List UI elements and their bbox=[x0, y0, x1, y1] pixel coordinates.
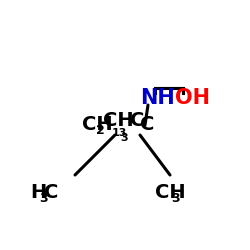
Text: CH: CH bbox=[155, 182, 186, 202]
Text: OH: OH bbox=[175, 88, 210, 108]
Text: 13: 13 bbox=[112, 128, 128, 138]
Text: CH: CH bbox=[103, 110, 134, 130]
Text: CH: CH bbox=[82, 116, 112, 134]
Text: C: C bbox=[130, 110, 144, 130]
Text: H: H bbox=[30, 182, 46, 202]
Text: 2: 2 bbox=[96, 124, 105, 138]
Text: C: C bbox=[140, 116, 154, 134]
Text: C: C bbox=[44, 182, 59, 202]
Text: 3: 3 bbox=[39, 192, 48, 204]
Text: 3: 3 bbox=[120, 133, 128, 143]
Text: NH: NH bbox=[140, 88, 175, 108]
Text: 3: 3 bbox=[171, 192, 179, 204]
